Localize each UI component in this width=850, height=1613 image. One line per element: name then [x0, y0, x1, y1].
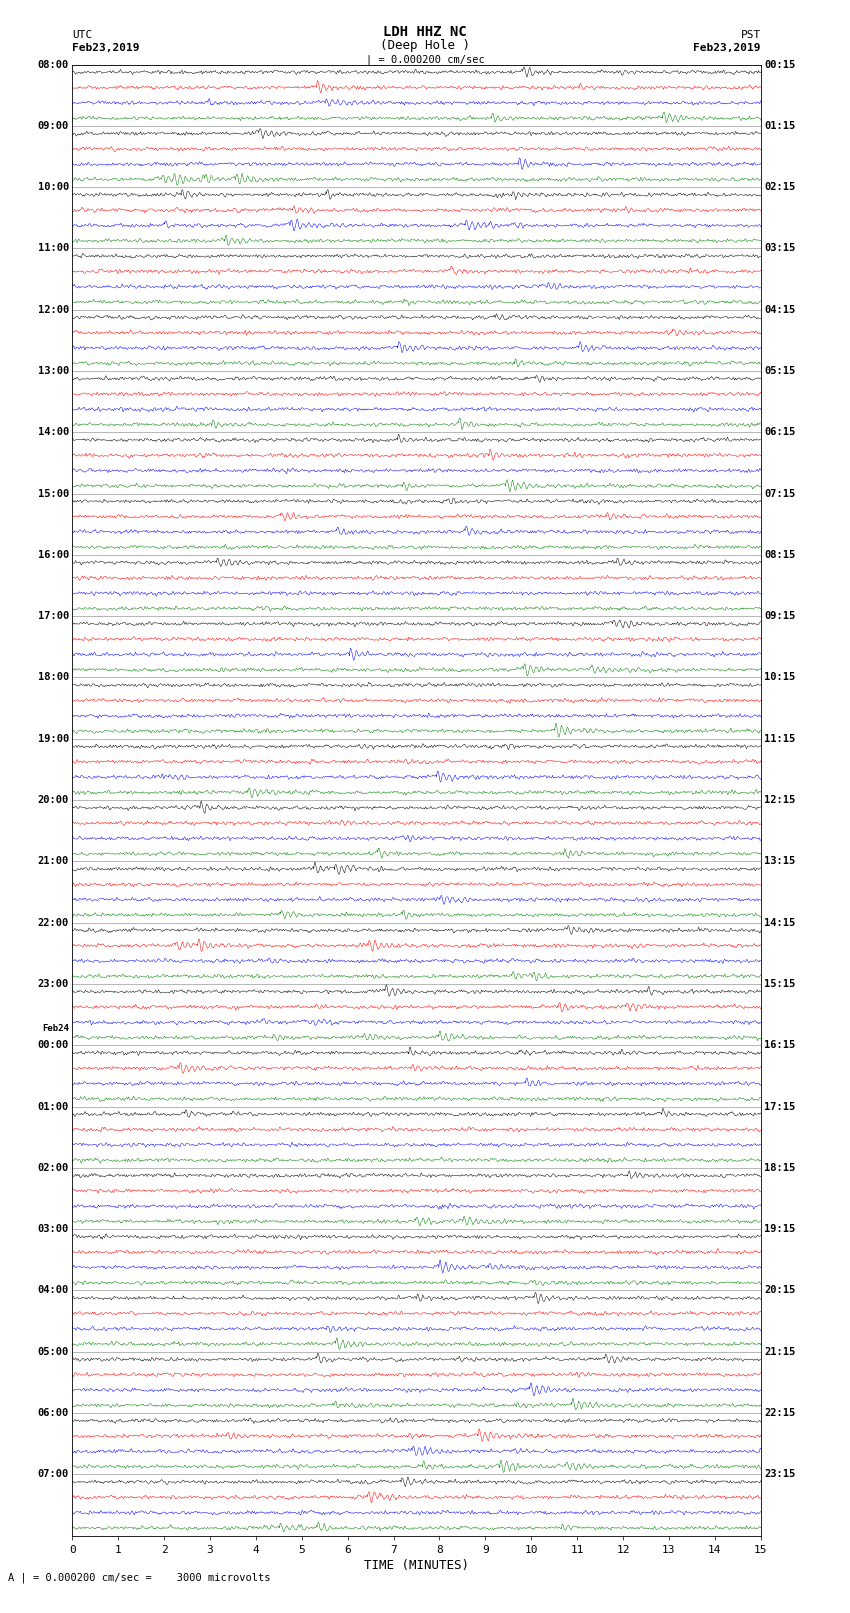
- Text: 12:15: 12:15: [764, 795, 796, 805]
- Text: 01:15: 01:15: [764, 121, 796, 131]
- Text: 10:00: 10:00: [37, 182, 69, 192]
- Text: 02:00: 02:00: [37, 1163, 69, 1173]
- Text: 09:00: 09:00: [37, 121, 69, 131]
- Text: UTC: UTC: [72, 31, 93, 40]
- Text: 21:15: 21:15: [764, 1347, 796, 1357]
- Text: 13:15: 13:15: [764, 857, 796, 866]
- Text: 05:00: 05:00: [37, 1347, 69, 1357]
- Text: (Deep Hole ): (Deep Hole ): [380, 39, 470, 52]
- Text: 18:15: 18:15: [764, 1163, 796, 1173]
- Text: 10:15: 10:15: [764, 673, 796, 682]
- Text: Feb24: Feb24: [42, 1024, 69, 1034]
- Text: 18:00: 18:00: [37, 673, 69, 682]
- Text: 16:15: 16:15: [764, 1040, 796, 1050]
- Text: 21:00: 21:00: [37, 857, 69, 866]
- Text: 03:00: 03:00: [37, 1224, 69, 1234]
- Text: 19:15: 19:15: [764, 1224, 796, 1234]
- Text: 05:15: 05:15: [764, 366, 796, 376]
- Text: PST: PST: [740, 31, 761, 40]
- Text: 17:00: 17:00: [37, 611, 69, 621]
- Text: A | = 0.000200 cm/sec =    3000 microvolts: A | = 0.000200 cm/sec = 3000 microvolts: [8, 1573, 271, 1582]
- Text: 04:15: 04:15: [764, 305, 796, 315]
- Text: 13:00: 13:00: [37, 366, 69, 376]
- Text: LDH HHZ NC: LDH HHZ NC: [383, 26, 467, 39]
- Text: 00:15: 00:15: [764, 60, 796, 69]
- Text: 20:15: 20:15: [764, 1286, 796, 1295]
- Text: 12:00: 12:00: [37, 305, 69, 315]
- Text: 06:00: 06:00: [37, 1408, 69, 1418]
- X-axis label: TIME (MINUTES): TIME (MINUTES): [364, 1558, 469, 1571]
- Text: Feb23,2019: Feb23,2019: [694, 44, 761, 53]
- Text: 22:15: 22:15: [764, 1408, 796, 1418]
- Text: 11:00: 11:00: [37, 244, 69, 253]
- Text: 03:15: 03:15: [764, 244, 796, 253]
- Text: | = 0.000200 cm/sec: | = 0.000200 cm/sec: [366, 55, 484, 65]
- Text: 20:00: 20:00: [37, 795, 69, 805]
- Text: 07:15: 07:15: [764, 489, 796, 498]
- Text: 17:15: 17:15: [764, 1102, 796, 1111]
- Text: 23:15: 23:15: [764, 1469, 796, 1479]
- Text: 15:00: 15:00: [37, 489, 69, 498]
- Text: 14:00: 14:00: [37, 427, 69, 437]
- Text: Feb23,2019: Feb23,2019: [72, 44, 139, 53]
- Text: 06:15: 06:15: [764, 427, 796, 437]
- Text: 19:00: 19:00: [37, 734, 69, 744]
- Text: 08:00: 08:00: [37, 60, 69, 69]
- Text: 08:15: 08:15: [764, 550, 796, 560]
- Text: 16:00: 16:00: [37, 550, 69, 560]
- Text: 22:00: 22:00: [37, 918, 69, 927]
- Text: 23:00: 23:00: [37, 979, 69, 989]
- Text: 09:15: 09:15: [764, 611, 796, 621]
- Text: 04:00: 04:00: [37, 1286, 69, 1295]
- Text: 02:15: 02:15: [764, 182, 796, 192]
- Text: 14:15: 14:15: [764, 918, 796, 927]
- Text: 01:00: 01:00: [37, 1102, 69, 1111]
- Text: 07:00: 07:00: [37, 1469, 69, 1479]
- Text: 00:00: 00:00: [37, 1040, 69, 1050]
- Text: 11:15: 11:15: [764, 734, 796, 744]
- Text: 15:15: 15:15: [764, 979, 796, 989]
